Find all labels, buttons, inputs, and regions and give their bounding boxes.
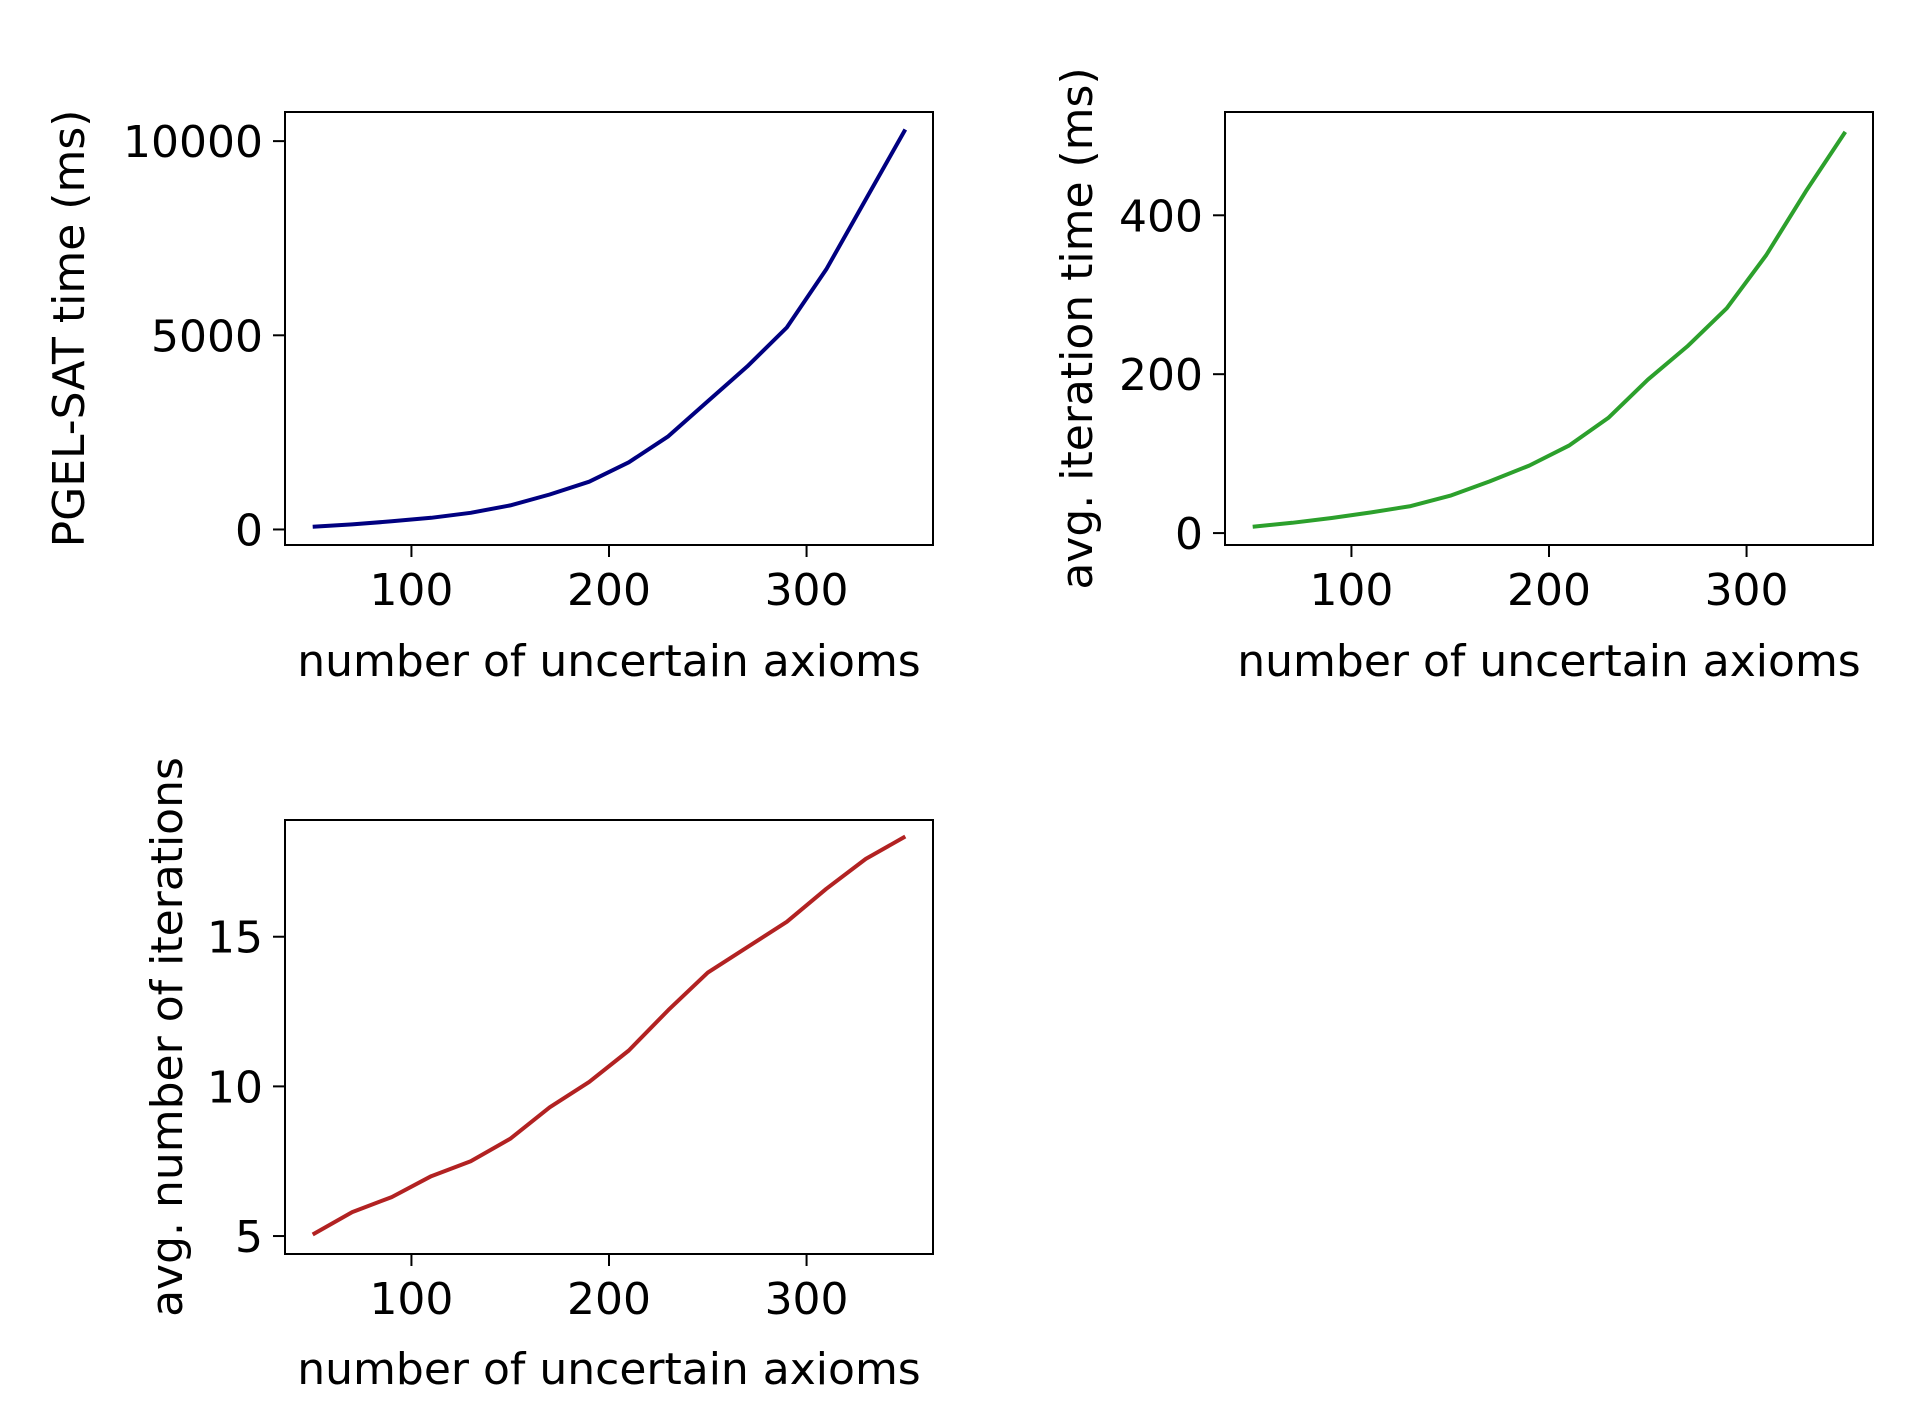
x-axis-label: number of uncertain axioms <box>1237 636 1860 687</box>
y-tick-label: 200 <box>1119 350 1203 401</box>
x-tick-label: 200 <box>567 565 651 616</box>
panel-avg-iteration-time: 100 200 300 0 200 400 number of uncertain axio… <box>1052 67 1874 687</box>
y-tick-label: 10 <box>207 1062 263 1113</box>
y-tick-label: 0 <box>235 505 263 556</box>
x-tick-label: 100 <box>1309 565 1393 616</box>
x-axis-label: number of uncertain axioms <box>297 636 920 687</box>
series-line-0 <box>1252 130 1847 529</box>
series-line-0 <box>312 128 908 529</box>
y-axis-label: avg. iteration time (ms) <box>1052 67 1103 589</box>
panel-pgel-sat-time: 100 200 300 0 5000 10000 number of uncertain a… <box>44 110 934 687</box>
x-axis-label: number of uncertain axioms <box>297 1344 920 1395</box>
y-tick-label: 5000 <box>151 311 263 362</box>
x-tick-label: 100 <box>369 1274 453 1325</box>
y-axis-label: PGEL-SAT time (ms) <box>44 110 95 548</box>
x-tick-label: 200 <box>567 1274 651 1325</box>
y-tick-label: 400 <box>1119 191 1203 242</box>
y-tick-label: 10000 <box>123 117 263 168</box>
x-tick-label: 300 <box>765 565 849 616</box>
x-tick-label: 300 <box>765 1274 849 1325</box>
panel-avg-number-of-iterations: 100 200 300 5 10 15 number of uncertain axioms… <box>142 757 934 1395</box>
x-tick-label: 100 <box>369 565 453 616</box>
y-tick-label: 5 <box>235 1212 263 1263</box>
y-tick-label: 0 <box>1175 509 1203 560</box>
series-line-0 <box>311 834 907 1237</box>
x-tick-label: 300 <box>1705 565 1789 616</box>
x-tick-label: 200 <box>1507 565 1591 616</box>
y-tick-label: 15 <box>207 913 263 964</box>
y-axis-label: avg. number of iterations <box>142 757 193 1317</box>
